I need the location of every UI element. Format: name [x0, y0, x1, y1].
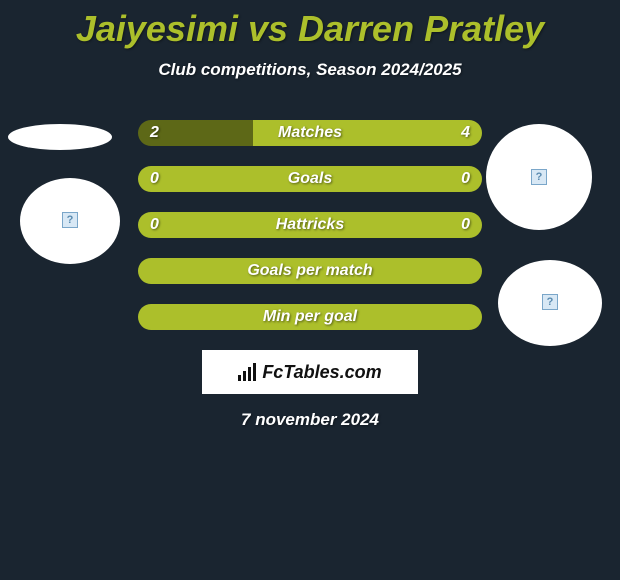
stat-row-matches: 2Matches4	[138, 120, 482, 146]
stat-row-min-per-goal: Min per goal	[138, 304, 482, 330]
fctables-logo: FcTables.com	[202, 350, 418, 394]
stat-right-value: 0	[461, 216, 470, 234]
stat-right-value: 0	[461, 170, 470, 188]
stat-label: Goals per match	[138, 262, 482, 280]
subtitle: Club competitions, Season 2024/2025	[0, 60, 620, 80]
stat-row-goals: 0Goals0	[138, 166, 482, 192]
stat-label: Goals	[138, 170, 482, 188]
stat-label: Matches	[138, 124, 482, 142]
image-placeholder-icon: ?	[531, 169, 547, 185]
comparison-bars: 2Matches40Goals00Hattricks0Goals per mat…	[138, 120, 482, 330]
stat-row-goals-per-match: Goals per match	[138, 258, 482, 284]
page-title: Jaiyesimi vs Darren Pratley	[0, 0, 620, 50]
decoration-ellipse-top-left	[8, 124, 112, 150]
stat-right-value: 4	[461, 124, 470, 142]
image-placeholder-icon: ?	[542, 294, 558, 310]
bar-chart-icon	[238, 363, 256, 381]
image-placeholder-icon: ?	[62, 212, 78, 228]
logo-text: FcTables.com	[262, 362, 381, 383]
stat-row-hattricks: 0Hattricks0	[138, 212, 482, 238]
stat-label: Hattricks	[138, 216, 482, 234]
date-text: 7 november 2024	[0, 410, 620, 430]
stat-label: Min per goal	[138, 308, 482, 326]
